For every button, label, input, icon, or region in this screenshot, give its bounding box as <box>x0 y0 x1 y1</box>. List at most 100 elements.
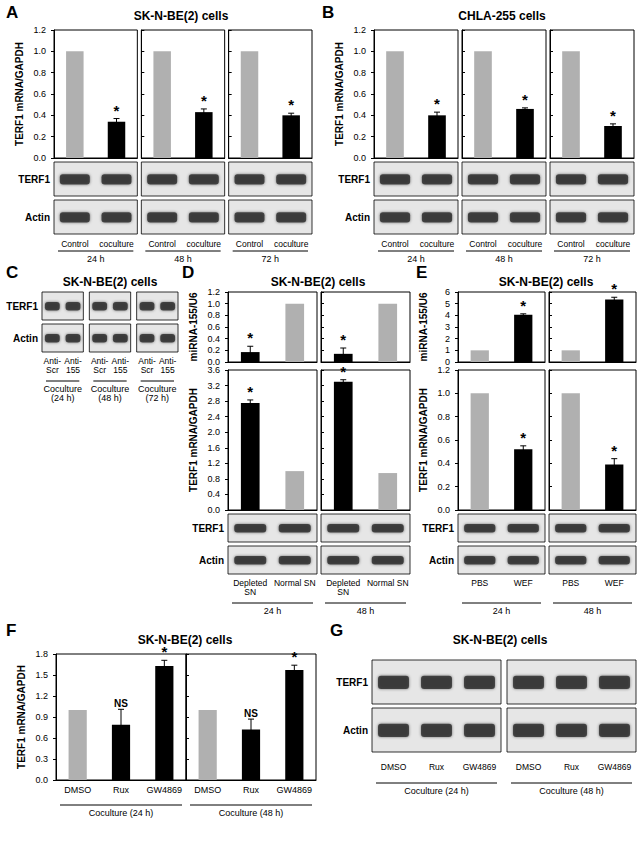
svg-text:F: F <box>6 621 16 640</box>
svg-text:SK-N-BE(2) cells: SK-N-BE(2) cells <box>63 275 158 289</box>
svg-text:Rux: Rux <box>564 762 580 772</box>
svg-text:DMSO: DMSO <box>516 762 542 772</box>
svg-text:155: 155 <box>113 365 127 375</box>
svg-text:SN: SN <box>244 587 256 597</box>
svg-text:*: * <box>520 429 526 446</box>
svg-text:GW4869: GW4869 <box>463 762 497 772</box>
svg-text:1.0: 1.0 <box>33 46 46 56</box>
svg-text:coculture: coculture <box>274 239 309 249</box>
svg-text:1.2: 1.2 <box>207 458 220 468</box>
svg-text:SK-N-BE(2) cells: SK-N-BE(2) cells <box>138 633 233 647</box>
svg-text:0.6: 0.6 <box>437 435 450 445</box>
svg-text:0.4: 0.4 <box>437 458 450 468</box>
svg-text:(24 h): (24 h) <box>51 393 75 403</box>
svg-text:4: 4 <box>445 310 450 320</box>
svg-text:miRNA-155/U6: miRNA-155/U6 <box>418 292 429 361</box>
svg-text:0.4: 0.4 <box>353 110 366 120</box>
svg-text:Actin: Actin <box>343 725 368 736</box>
svg-text:0.6: 0.6 <box>207 322 220 332</box>
svg-text:Scr: Scr <box>46 365 59 375</box>
svg-text:*: * <box>434 95 440 112</box>
svg-text:2.8: 2.8 <box>207 396 220 406</box>
svg-text:0.0: 0.0 <box>353 153 366 163</box>
svg-text:TERF1 mRNA/GAPDH: TERF1 mRNA/GAPDH <box>188 388 199 492</box>
svg-text:3.6: 3.6 <box>207 365 220 375</box>
svg-text:*: * <box>522 91 528 108</box>
svg-text:*: * <box>114 102 120 119</box>
svg-text:0.4: 0.4 <box>207 334 220 344</box>
svg-text:1.2: 1.2 <box>207 287 220 297</box>
svg-text:*: * <box>247 329 253 346</box>
svg-text:WEF: WEF <box>605 578 624 588</box>
svg-text:1.0: 1.0 <box>353 46 366 56</box>
svg-text:GW4869: GW4869 <box>147 785 183 795</box>
svg-text:Control: Control <box>61 239 89 249</box>
svg-text:NS: NS <box>244 708 258 719</box>
svg-text:Scr: Scr <box>141 365 154 375</box>
svg-text:TERF1: TERF1 <box>18 174 50 185</box>
svg-text:1.2: 1.2 <box>353 25 366 35</box>
svg-text:TERF1: TERF1 <box>192 523 224 534</box>
svg-text:Actin: Actin <box>199 555 224 566</box>
svg-text:1.6: 1.6 <box>207 443 220 453</box>
svg-text:coculture: coculture <box>99 239 134 249</box>
svg-text:SK-N-BE(2) cells: SK-N-BE(2) cells <box>134 9 229 23</box>
svg-text:coculture: coculture <box>420 239 455 249</box>
svg-text:Coculture (24 h): Coculture (24 h) <box>404 786 469 796</box>
svg-text:0.6: 0.6 <box>353 89 366 99</box>
svg-text:72 h: 72 h <box>262 254 280 264</box>
svg-text:TERF1: TERF1 <box>6 301 38 312</box>
svg-text:Scr: Scr <box>93 365 106 375</box>
svg-text:coculture: coculture <box>187 239 222 249</box>
svg-text:0.0: 0.0 <box>437 505 450 515</box>
svg-text:TERF1 mRNA/GAPDH: TERF1 mRNA/GAPDH <box>334 42 345 146</box>
svg-text:TERF1: TERF1 <box>338 174 370 185</box>
svg-text:Rux: Rux <box>243 785 260 795</box>
svg-text:*: * <box>161 643 167 660</box>
svg-text:GW4869: GW4869 <box>277 785 313 795</box>
svg-text:0.8: 0.8 <box>207 310 220 320</box>
svg-text:5: 5 <box>445 299 450 309</box>
svg-text:SK-N-BE(2) cells: SK-N-BE(2) cells <box>453 633 548 647</box>
svg-text:1: 1 <box>445 345 450 355</box>
svg-text:0.4: 0.4 <box>33 110 46 120</box>
svg-text:DMSO: DMSO <box>194 785 221 795</box>
svg-text:(48 h): (48 h) <box>98 393 122 403</box>
svg-text:2.4: 2.4 <box>207 412 220 422</box>
svg-text:0.9: 0.9 <box>35 712 48 722</box>
svg-text:24 h: 24 h <box>493 606 511 616</box>
svg-text:coculture: coculture <box>508 239 543 249</box>
svg-text:0.0: 0.0 <box>207 505 220 515</box>
svg-text:Normal SN: Normal SN <box>367 578 409 588</box>
svg-text:DMSO: DMSO <box>64 785 91 795</box>
svg-text:1.2: 1.2 <box>33 25 46 35</box>
svg-text:Actin: Actin <box>25 212 50 223</box>
svg-text:0.8: 0.8 <box>353 68 366 78</box>
svg-text:48 h: 48 h <box>495 254 513 264</box>
svg-text:1.0: 1.0 <box>437 388 450 398</box>
svg-text:miRNA-155/U6: miRNA-155/U6 <box>188 292 199 361</box>
svg-text:WEF: WEF <box>514 578 533 588</box>
svg-text:48 h: 48 h <box>174 254 192 264</box>
svg-text:0.3: 0.3 <box>35 754 48 764</box>
svg-text:(72 h): (72 h) <box>146 393 170 403</box>
svg-text:*: * <box>520 297 526 314</box>
svg-text:Normal SN: Normal SN <box>274 578 316 588</box>
svg-text:155: 155 <box>161 365 175 375</box>
svg-text:TERF1: TERF1 <box>336 677 368 688</box>
svg-text:*: * <box>288 96 294 113</box>
svg-text:72 h: 72 h <box>583 254 601 264</box>
svg-text:Coculture (48 h): Coculture (48 h) <box>539 786 604 796</box>
svg-text:Control: Control <box>381 239 409 249</box>
svg-text:D: D <box>182 263 194 282</box>
svg-text:0.6: 0.6 <box>35 733 48 743</box>
svg-text:Actin: Actin <box>13 333 38 344</box>
svg-text:Control: Control <box>236 239 264 249</box>
svg-text:2.0: 2.0 <box>207 427 220 437</box>
svg-text:A: A <box>6 3 18 22</box>
svg-text:*: * <box>610 107 616 124</box>
svg-text:48 h: 48 h <box>357 606 375 616</box>
svg-text:SN: SN <box>337 587 349 597</box>
svg-text:0.0: 0.0 <box>33 153 46 163</box>
svg-text:0.6: 0.6 <box>33 89 46 99</box>
